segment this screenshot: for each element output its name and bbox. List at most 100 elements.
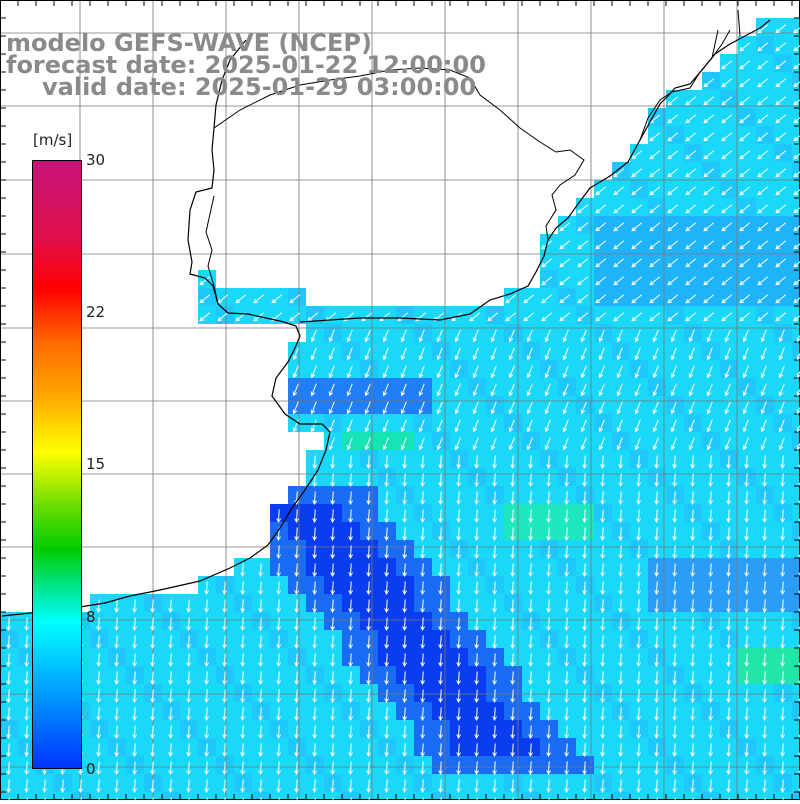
- wind-arrow: [634, 419, 641, 433]
- wind-arrow: [636, 707, 641, 722]
- colorbar: [32, 160, 82, 769]
- wind-arrow: [420, 563, 425, 578]
- wind-arrow: [366, 689, 371, 704]
- wind-arrow: [798, 572, 800, 577]
- wind-arrow: [613, 222, 625, 232]
- wind-arrow: [618, 653, 623, 668]
- wind-arrow: [330, 581, 335, 596]
- wind-arrow: [744, 707, 749, 722]
- wind-arrow: [618, 491, 623, 506]
- wind-arrow: [400, 347, 407, 361]
- wind-arrow: [186, 743, 191, 758]
- field-cell: [792, 198, 800, 216]
- wind-arrow: [150, 599, 155, 614]
- wind-arrow: [760, 383, 767, 397]
- wind-arrow: [474, 581, 479, 596]
- wind-arrow: [382, 329, 389, 343]
- wind-arrow: [454, 347, 461, 361]
- wind-arrow: [276, 779, 281, 794]
- wind-arrow: [492, 455, 497, 470]
- wind-arrow: [726, 599, 731, 614]
- wind-arrow: [310, 329, 317, 343]
- wind-arrow: [672, 761, 677, 776]
- field-cell: [792, 558, 800, 576]
- wind-arrow: [708, 689, 713, 704]
- wind-arrow: [757, 150, 769, 160]
- wind-arrow: [726, 473, 731, 488]
- wind-arrow: [366, 671, 371, 686]
- wind-arrow: [793, 261, 800, 268]
- wind-arrow: [454, 419, 461, 433]
- wind-arrow: [474, 707, 479, 722]
- wind-arrow: [726, 527, 731, 542]
- wind-arrow: [348, 653, 353, 668]
- wind-arrow: [240, 599, 245, 614]
- wind-arrow: [114, 689, 119, 704]
- wind-arrow: [204, 779, 209, 794]
- wind-arrow: [703, 312, 715, 322]
- wind-arrow: [636, 455, 641, 470]
- wind-arrow: [438, 779, 443, 794]
- wind-arrow: [42, 779, 47, 794]
- wind-arrow: [760, 329, 767, 343]
- wind-arrow: [294, 617, 299, 632]
- wind-arrow: [595, 276, 607, 286]
- wind-arrow: [672, 473, 677, 488]
- wind-arrow: [474, 617, 479, 632]
- wind-arrow: [132, 707, 137, 722]
- wind-arrow: [600, 707, 605, 722]
- wind-arrow: [793, 153, 800, 160]
- wind-arrow: [204, 743, 209, 758]
- river-uruguay: [205, 195, 219, 305]
- wind-arrow: [672, 581, 677, 596]
- wind-arrow: [366, 563, 371, 578]
- wind-arrow: [276, 743, 281, 758]
- wind-arrow: [312, 563, 317, 578]
- wind-arrow: [400, 383, 407, 397]
- wind-arrow: [346, 437, 353, 451]
- wind-arrow: [798, 608, 800, 613]
- wind-arrow: [528, 779, 533, 794]
- wind-arrow: [364, 329, 371, 343]
- wind-arrow: [294, 635, 299, 650]
- wind-arrow: [577, 240, 589, 250]
- wind-arrow: [582, 707, 587, 722]
- wind-arrow: [685, 168, 697, 178]
- wind-arrow: [436, 347, 443, 361]
- wind-arrow: [469, 312, 481, 322]
- wind-arrow: [492, 635, 497, 650]
- wind-arrow: [667, 168, 679, 178]
- wind-arrow: [526, 383, 533, 397]
- wind-arrow: [510, 527, 515, 542]
- wind-arrow: [96, 779, 101, 794]
- coastline: [1, 39, 331, 617]
- wind-arrow: [685, 204, 697, 214]
- wind-arrow: [217, 312, 229, 322]
- colorbar-tick-30: 30: [86, 151, 106, 169]
- wind-arrow: [582, 455, 587, 470]
- wind-arrow: [420, 545, 425, 560]
- field-cell: [792, 648, 800, 666]
- wind-arrow: [708, 635, 713, 650]
- wind-arrow: [631, 222, 643, 232]
- wind-arrow: [582, 761, 587, 776]
- wind-arrow: [222, 617, 227, 632]
- wind-arrow: [618, 473, 623, 488]
- wind-arrow: [690, 635, 695, 650]
- wind-arrow: [598, 401, 605, 415]
- field-cell: [792, 522, 800, 540]
- wind-arrow: [708, 725, 713, 740]
- wind-arrow: [582, 599, 587, 614]
- wind-arrow: [757, 204, 769, 214]
- wind-arrow: [672, 635, 677, 650]
- wind-arrow: [762, 527, 767, 542]
- wind-arrow: [348, 455, 353, 470]
- wind-arrow: [456, 725, 461, 740]
- wind-arrow: [526, 401, 533, 415]
- wind-arrow: [721, 96, 733, 106]
- wind-arrow: [631, 150, 643, 160]
- wind-arrow: [330, 455, 335, 470]
- wind-arrow: [634, 347, 641, 361]
- wind-arrow: [690, 473, 695, 488]
- wind-arrow: [690, 527, 695, 542]
